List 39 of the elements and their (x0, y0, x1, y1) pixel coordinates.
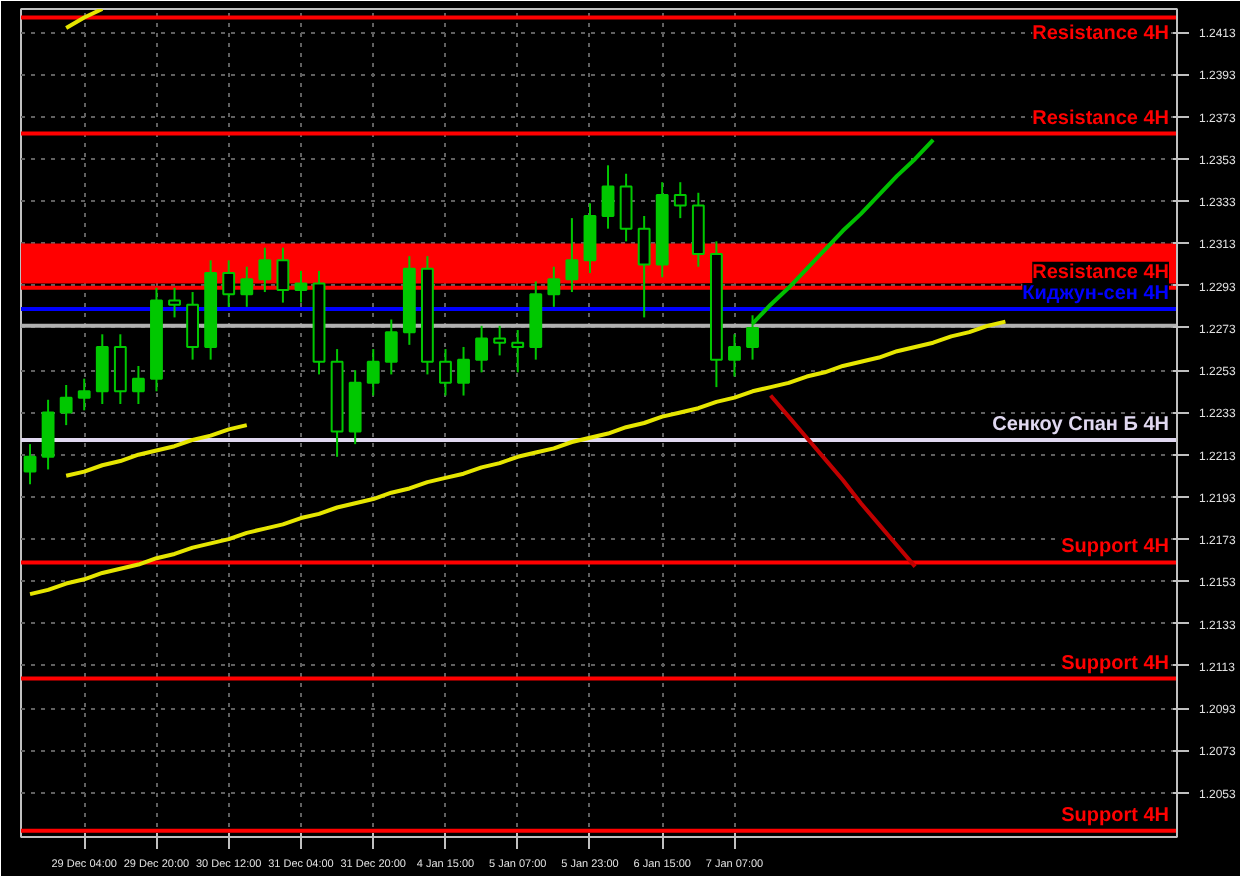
candlestick (23, 443, 37, 486)
candlestick (113, 333, 127, 405)
ref-line-label: Resistance 4H (1032, 107, 1170, 130)
ref-line-label: Support 4H (1061, 652, 1170, 675)
ref-line-label: Support 4H (1061, 804, 1170, 827)
candlestick (41, 398, 55, 471)
candlestick (294, 269, 308, 304)
line-series (64, 423, 249, 478)
candlestick (366, 348, 380, 397)
ref-line-label: Resistance 4H (1032, 261, 1170, 284)
ref-line-label: Support 4H (1061, 536, 1170, 559)
candlestick (222, 259, 236, 308)
candlestick (493, 324, 507, 357)
line-series (768, 393, 918, 569)
ref-line-label: Киджун-сен 4H (1022, 282, 1170, 305)
ref-line-label: Resistance 4H (1032, 23, 1170, 46)
candlestick (186, 291, 200, 361)
candlestick (168, 286, 181, 319)
candlestick (673, 181, 687, 220)
candlestick (601, 164, 615, 230)
candlestick (457, 345, 470, 397)
candlestick (619, 172, 633, 243)
candlestick (511, 329, 525, 374)
candlestick (547, 265, 561, 308)
candlestick (439, 348, 452, 397)
candlestick (59, 383, 73, 427)
candlestick (240, 265, 254, 308)
candlestick (475, 324, 489, 374)
candlestick (384, 318, 398, 376)
candlestick (637, 215, 651, 319)
candlestick (565, 217, 579, 294)
candlestick (728, 333, 741, 378)
ref-line-label: Сенкоу Спан Б 4H (992, 413, 1170, 436)
candlestick (131, 364, 145, 405)
candlestick (583, 202, 597, 275)
candlestick (276, 246, 290, 304)
candlestick (95, 333, 109, 405)
candlestick (258, 246, 272, 294)
candlestick (77, 377, 91, 412)
